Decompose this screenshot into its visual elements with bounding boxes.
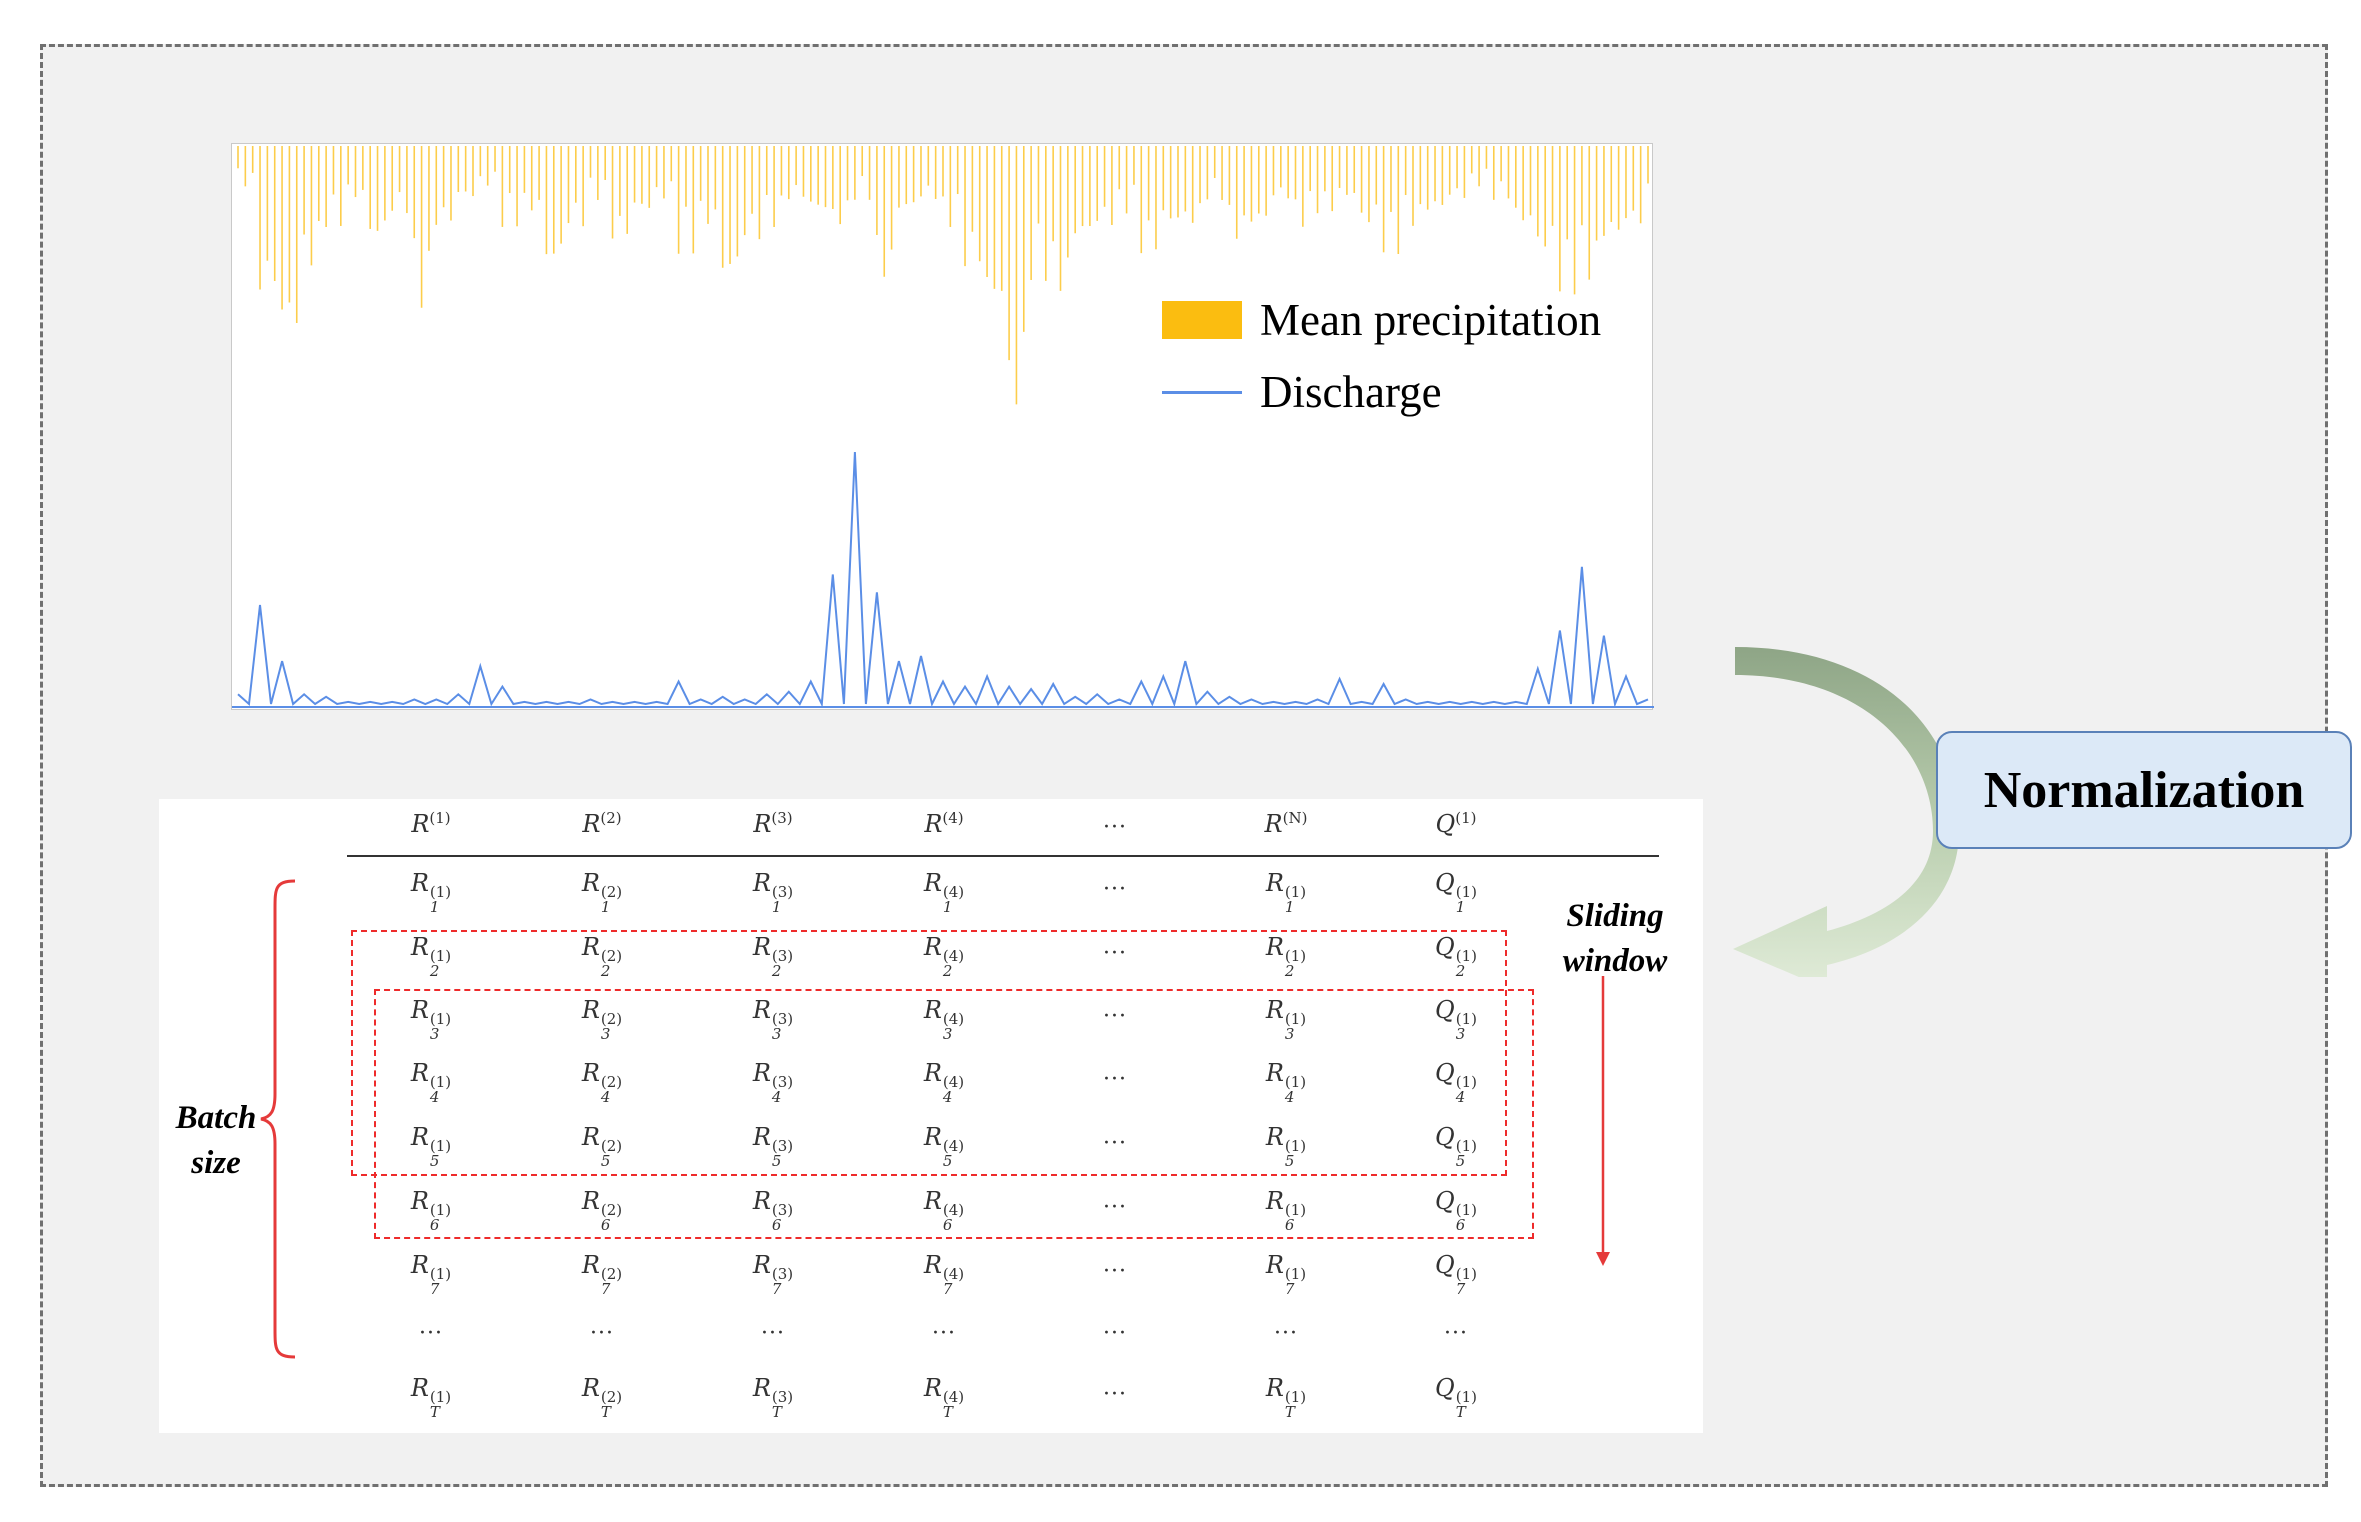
matrix-cell: R (1) 6 <box>1265 1187 1307 1234</box>
header-rule <box>347 855 1659 857</box>
normalization-box: Normalization <box>1936 731 2352 849</box>
matrix-ellipsis: ··· <box>1103 1004 1127 1029</box>
matrix-cell: R (1) 5 <box>1265 1123 1307 1170</box>
matrix-ellipsis: ··· <box>1103 1131 1127 1156</box>
matrix-ellipsis: ··· <box>1103 1195 1127 1220</box>
data-matrix-panel: Batch size Sliding window R(1) R(2) R(3) R(… <box>159 799 1703 1433</box>
down-arrow-icon <box>1596 976 1610 1266</box>
matrix-ellipsis: ··· <box>1103 1067 1127 1092</box>
matrix-cell: R (4) 3 <box>923 996 965 1043</box>
matrix-cell: R (3) 3 <box>752 996 794 1043</box>
matrix-cell: R (3) 7 <box>752 1251 794 1298</box>
legend-discharge: Discharge <box>1162 366 1442 418</box>
header-ellipsis: ··· <box>1103 815 1127 840</box>
matrix-cell: R (3) 6 <box>752 1187 794 1234</box>
matrix-cell: R (1) 5 <box>410 1123 452 1170</box>
header-cell: R(4) <box>924 809 964 838</box>
normalization-label: Normalization <box>1983 761 2305 819</box>
precipitation-discharge-chart: Mean precipitation Discharge <box>231 143 1654 710</box>
matrix-cell: R (4) 1 <box>923 869 965 916</box>
matrix-cell: R (1) 3 <box>1265 996 1307 1043</box>
matrix-cell: Q (1) 4 <box>1435 1059 1477 1106</box>
curved-arrow-icon <box>1733 647 1959 977</box>
sliding-window-2 <box>374 989 1534 1239</box>
matrix-cell: R (4) T <box>923 1374 965 1421</box>
precipitation-swatch <box>1162 301 1242 339</box>
matrix-cell: Q (1) 6 <box>1435 1187 1477 1234</box>
matrix-cell: R (3) 1 <box>752 869 794 916</box>
legend-mean-precipitation: Mean precipitation <box>1162 294 1601 346</box>
matrix-cell: R (2) 6 <box>581 1187 623 1234</box>
matrix-cell: R (4) 2 <box>923 933 965 980</box>
matrix-cell: Q (1) 7 <box>1435 1251 1477 1298</box>
diagram-frame: Mean precipitation Discharge Normalizati… <box>40 44 2352 1487</box>
matrix-cell: R (3) 5 <box>752 1123 794 1170</box>
sliding-window-label: Sliding window <box>1562 898 1668 979</box>
matrix-cell: R (1) 2 <box>410 933 452 980</box>
data-matrix: Batch size Sliding window R(1) R(2) R(3) R(… <box>159 799 1703 1433</box>
matrix-cell: R (4) 7 <box>923 1251 965 1298</box>
matrix-ellipsis: ··· <box>1103 1321 1127 1346</box>
matrix-cell: Q (1) 3 <box>1435 996 1477 1043</box>
matrix-cell: R (1) 6 <box>410 1187 452 1234</box>
legend-precipitation-label: Mean precipitation <box>1260 295 1602 345</box>
matrix-cell: R (3) T <box>752 1374 794 1421</box>
matrix-cell: R (2) 3 <box>581 996 623 1043</box>
legend-discharge-label: Discharge <box>1260 367 1442 417</box>
batch-size-brace-icon <box>260 879 296 1359</box>
batch-size-label: Batch size <box>175 1100 257 1181</box>
matrix-cell: R (1) T <box>410 1374 452 1421</box>
matrix-cell: R (1) 1 <box>1265 869 1307 916</box>
matrix-ellipsis: ··· <box>932 1321 956 1346</box>
matrix-cell: R (4) 5 <box>923 1123 965 1170</box>
matrix-cell: R (1) 3 <box>410 996 452 1043</box>
header-cell: R(2) <box>582 809 622 838</box>
matrix-cell: R (2) 4 <box>581 1059 623 1106</box>
header-cell: R(1) <box>411 809 451 838</box>
header-cell: Q(1) <box>1435 809 1477 838</box>
discharge-line <box>237 451 1649 708</box>
discharge-swatch <box>1162 390 1242 394</box>
matrix-cell: R (3) 2 <box>752 933 794 980</box>
matrix-ellipsis: ··· <box>1103 1382 1127 1407</box>
header-cell: R(N) <box>1264 809 1308 838</box>
matrix-cell: R (2) 7 <box>581 1251 623 1298</box>
matrix-cell: R (1) 4 <box>1265 1059 1307 1106</box>
matrix-cell: R (1) 7 <box>410 1251 452 1298</box>
matrix-cell: R (1) 2 <box>1265 933 1307 980</box>
matrix-cell: R (4) 6 <box>923 1187 965 1234</box>
matrix-cell: R (1) 4 <box>410 1059 452 1106</box>
matrix-ellipsis: ··· <box>419 1321 443 1346</box>
matrix-cell: R (1) 7 <box>1265 1251 1307 1298</box>
matrix-cell: R (2) 1 <box>581 869 623 916</box>
matrix-ellipsis: ··· <box>1274 1321 1298 1346</box>
matrix-cell: Q (1) 5 <box>1435 1123 1477 1170</box>
matrix-ellipsis: ··· <box>1103 877 1127 902</box>
matrix-ellipsis: ··· <box>1103 941 1127 966</box>
matrix-cell: R (3) 4 <box>752 1059 794 1106</box>
matrix-cell: R (4) 4 <box>923 1059 965 1106</box>
matrix-ellipsis: ··· <box>1444 1321 1468 1346</box>
matrix-cell: Q (1) 2 <box>1435 933 1477 980</box>
header-cell: R(3) <box>753 809 793 838</box>
matrix-cell: R (2) 2 <box>581 933 623 980</box>
matrix-cell: Q (1) T <box>1435 1374 1477 1421</box>
sliding-window-1 <box>351 930 1507 1176</box>
chart-canvas <box>232 146 1654 708</box>
matrix-cell: R (1) T <box>1265 1374 1307 1421</box>
matrix-cell: Q (1) 1 <box>1435 869 1477 916</box>
matrix-ellipsis: ··· <box>761 1321 785 1346</box>
matrix-ellipsis: ··· <box>1103 1259 1127 1284</box>
matrix-cell: R (2) T <box>581 1374 623 1421</box>
matrix-ellipsis: ··· <box>590 1321 614 1346</box>
matrix-cell: R (2) 5 <box>581 1123 623 1170</box>
matrix-cell: R (1) 1 <box>410 869 452 916</box>
